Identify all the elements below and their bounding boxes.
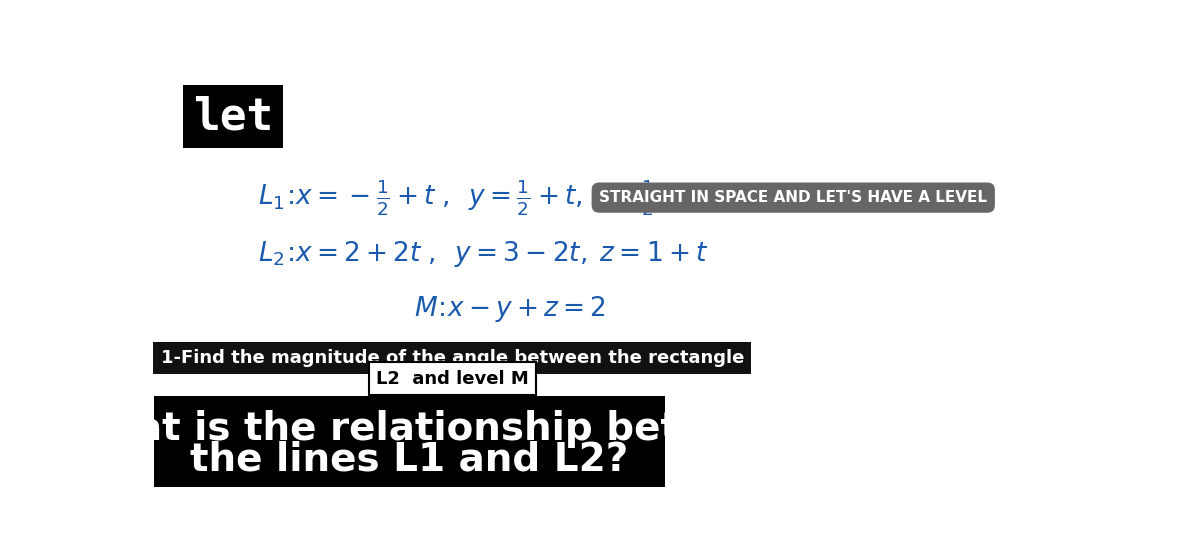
Text: let: let [193,95,272,138]
FancyBboxPatch shape [154,396,665,487]
Text: $L_1\!:\!x = -\frac{1}{2}+t\;,\;\; y = \frac{1}{2}+t,\; z = \frac{1}{2}-t$: $L_1\!:\!x = -\frac{1}{2}+t\;,\;\; y = \… [258,177,702,218]
Text: $M\!:\!x - y + z = 2$: $M\!:\!x - y + z = 2$ [414,294,605,324]
Text: 1-Find the magnitude of the angle between the rectangle: 1-Find the magnitude of the angle betwee… [161,349,744,367]
Text: $L_2\!:\!x = 2+2t\;,\;\; y = 3-2t,\; z = 1+t$: $L_2\!:\!x = 2+2t\;,\;\; y = 3-2t,\; z =… [258,239,709,269]
Text: 2-What is the relationship between: 2-What is the relationship between [24,410,796,448]
Text: the lines L1 and L2?: the lines L1 and L2? [191,440,629,478]
Text: STRAIGHT IN SPACE AND LET'S HAVE A LEVEL: STRAIGHT IN SPACE AND LET'S HAVE A LEVEL [599,190,988,205]
Text: L2  and level M: L2 and level M [376,370,529,388]
